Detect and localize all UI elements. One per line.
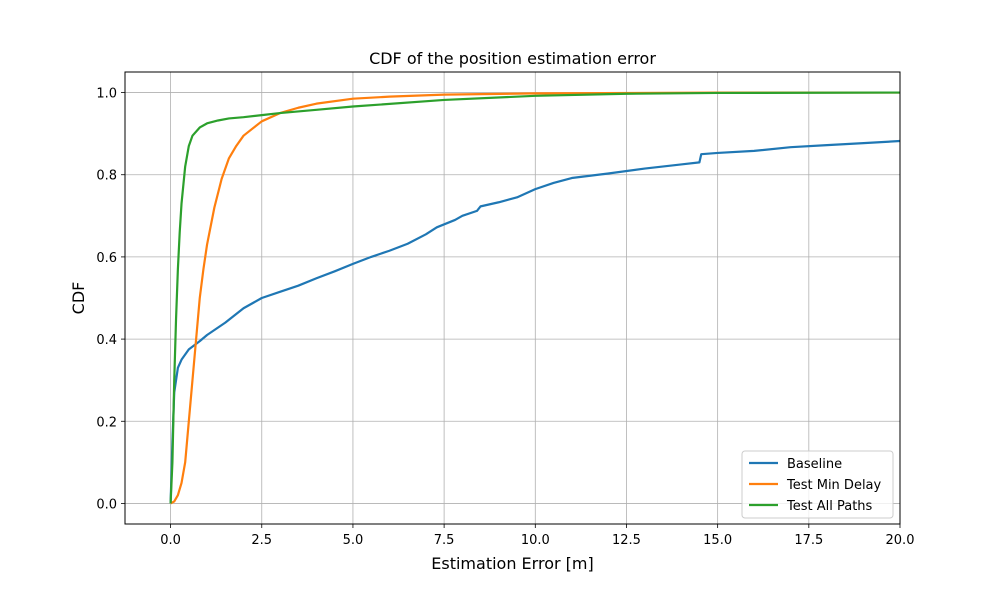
- x-tick-label: 20.0: [886, 533, 915, 548]
- legend-box: [741, 450, 894, 519]
- y-tick-label: 0.8: [96, 169, 117, 184]
- y-tick-label: 0.6: [96, 251, 117, 266]
- plot-area-frame: [124, 71, 901, 525]
- legend-label-test-min-delay: Test Min Delay: [786, 478, 882, 493]
- x-tick-label: 5.0: [343, 533, 364, 548]
- y-tick-label: 1.0: [96, 87, 117, 102]
- x-tick-label: 17.5: [794, 533, 823, 548]
- x-axis-label: Estimation Error [m]: [431, 554, 593, 573]
- y-tick-label: 0.0: [96, 497, 117, 512]
- legend: Baseline Test Min Delay Test All Paths: [741, 450, 894, 519]
- x-tick-label: 0.0: [160, 533, 181, 548]
- x-tick-label: 2.5: [251, 533, 272, 548]
- series-line-test-min-delay: [170, 91, 900, 505]
- x-tick-label: 10.0: [521, 533, 550, 548]
- legend-label-baseline: Baseline: [787, 457, 842, 472]
- legend-label-test-all-paths: Test All Paths: [786, 499, 873, 514]
- y-tick-label: 0.4: [96, 333, 117, 348]
- x-tick-label: 7.5: [434, 533, 455, 548]
- x-tick-label: 15.0: [703, 533, 732, 548]
- series-line-baseline: [169, 139, 900, 504]
- y-axis-label: CDF: [69, 282, 88, 315]
- y-tick-label: 0.2: [96, 415, 117, 430]
- tick-layer: 0.0 2.5 5.0 7.5 10.0 12.5 15.0 17.5 20.0 0.0 0.2 0.…: [96, 87, 914, 548]
- series-line-test-all-paths: [169, 91, 900, 504]
- chart-title: CDF of the position estimation error: [369, 49, 656, 68]
- series-layer: [169, 91, 900, 505]
- x-tick-label: 12.5: [612, 533, 641, 548]
